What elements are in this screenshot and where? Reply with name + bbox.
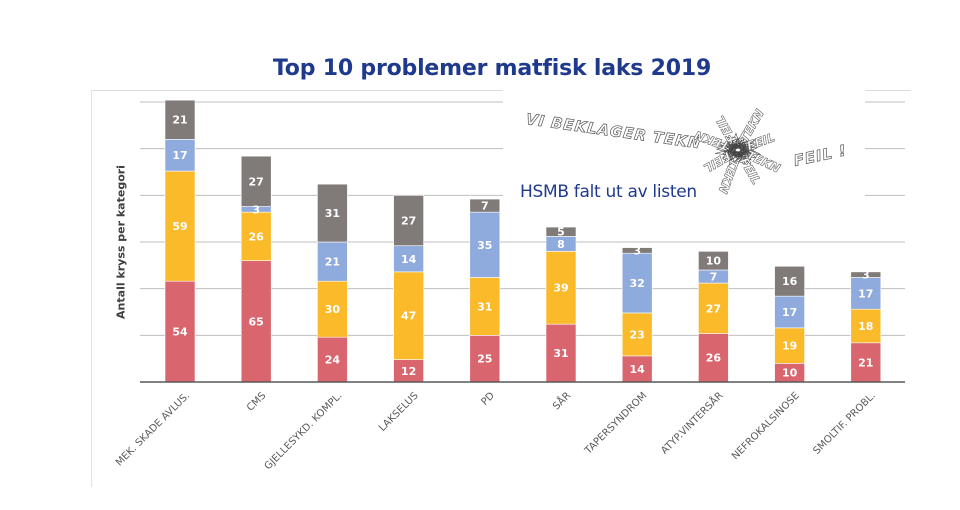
x-tick-label: SMOLTIF. PROBL.	[811, 390, 878, 457]
data-label: 35	[477, 239, 492, 252]
stamp-text-apology: VI BEKLAGER TEKN	[525, 110, 703, 152]
data-label: 18	[858, 320, 873, 333]
data-label: 14	[401, 253, 417, 266]
stamp-main-text: VI BEKLAGER TEKN	[524, 110, 703, 153]
x-tick-label: LAKSELUS	[377, 390, 421, 434]
stamp-scribble	[714, 132, 761, 167]
x-tick-label: PD	[479, 390, 497, 408]
data-label: 16	[782, 275, 798, 288]
x-tick-label: NEFROKALSINOSE	[730, 390, 802, 462]
bar-segment	[164, 139, 196, 172]
data-label: 26	[706, 352, 722, 365]
data-label: 19	[782, 340, 797, 353]
data-label: 17	[172, 149, 187, 162]
x-tick-label: MEK. SKADE AVLUS.	[114, 390, 192, 468]
data-label: 59	[172, 220, 187, 233]
data-label: 25	[477, 353, 492, 366]
error-stamp-overlay: VI BEKLAGER TEKN TEKN FEIL TEKN FEIL TEKN FEI…	[503, 88, 865, 210]
bar-segment	[317, 183, 348, 243]
technical-error-stamp-graphic: VI BEKLAGER TEKN TEKNFEILTEKNFEILTEKNFEI…	[524, 107, 849, 196]
scribble-mark	[714, 132, 761, 167]
data-label: 7	[481, 200, 489, 213]
bar-segment	[240, 260, 272, 383]
data-label: 8	[557, 238, 565, 251]
bar-segment	[621, 312, 653, 357]
data-label: 21	[325, 256, 340, 269]
bar-segment	[621, 247, 653, 254]
bar-segment	[393, 271, 424, 360]
annotation-note: HSMB falt ut av listen	[520, 182, 697, 202]
data-label: 65	[249, 315, 264, 328]
data-label: 31	[553, 347, 568, 360]
bar-segment	[774, 295, 805, 329]
bars	[164, 99, 882, 383]
bar-segment	[698, 282, 729, 334]
chart-frame-left-border	[91, 90, 92, 487]
data-label: 26	[249, 230, 265, 243]
bar-segment	[317, 280, 348, 338]
chart-title: Top 10 problemer matfisk laks 2019	[272, 56, 712, 81]
data-label: 27	[249, 175, 264, 188]
chart-frame-top-border	[91, 90, 911, 91]
bar-segment	[317, 241, 348, 282]
bar-segment	[164, 99, 196, 140]
bar-segment	[850, 277, 882, 310]
x-tick-label: CMS	[245, 390, 268, 413]
data-label: 39	[553, 282, 568, 295]
x-tick-label: ATYP.VINTERSÅR	[658, 389, 726, 457]
data-label: 10	[782, 367, 798, 380]
data-label: 32	[630, 277, 645, 290]
bar-segment	[698, 251, 729, 271]
bar-segment	[469, 335, 501, 383]
bar-segment	[469, 198, 501, 213]
data-label: 31	[325, 207, 340, 220]
bar-segment	[850, 308, 882, 344]
x-tick-label: TAPERSYNDROM	[582, 390, 649, 457]
data-label: 14	[630, 363, 646, 376]
bar-segment	[164, 170, 196, 282]
data-label: 17	[858, 287, 873, 300]
x-tick-label: GJELLESYKD. KOMPL.	[263, 390, 345, 472]
data-label: 3	[633, 244, 641, 257]
data-label: 47	[401, 310, 416, 323]
bar-segment	[545, 251, 577, 325]
bar-segment	[240, 211, 272, 261]
bar-segment	[850, 271, 882, 278]
data-label: 27	[401, 215, 416, 228]
data-label: 10	[706, 255, 722, 268]
data-label: 23	[630, 328, 645, 341]
data-label: 12	[401, 365, 416, 378]
bar-segment	[240, 155, 272, 207]
bar-segment	[621, 252, 653, 314]
x-tick-label: SÅR	[550, 389, 573, 412]
data-label: 24	[325, 354, 341, 367]
bar-segment	[469, 277, 501, 336]
data-label: 21	[858, 356, 873, 369]
data-label: 31	[477, 300, 492, 313]
data-label: 3	[862, 269, 870, 282]
bar-segment	[393, 195, 424, 247]
data-label: 30	[325, 303, 341, 316]
data-label: 7	[710, 271, 718, 284]
data-label: 54	[172, 326, 188, 339]
bar-segment	[850, 342, 882, 383]
y-axis-label: Antall kryss per kategori	[114, 165, 128, 319]
data-label: 3	[252, 203, 260, 216]
bar-segment	[545, 226, 577, 237]
data-label: 17	[782, 306, 797, 319]
stamp-feil-text: FEIL !	[792, 141, 849, 170]
bar-segment	[774, 265, 805, 297]
stamp-text-feil: FEIL !	[792, 141, 848, 170]
data-label: 27	[706, 302, 721, 315]
segment-labels: 5459172165263272430213112471427253135731…	[172, 114, 873, 380]
data-label: 5	[557, 226, 565, 239]
data-label: 21	[172, 114, 187, 127]
